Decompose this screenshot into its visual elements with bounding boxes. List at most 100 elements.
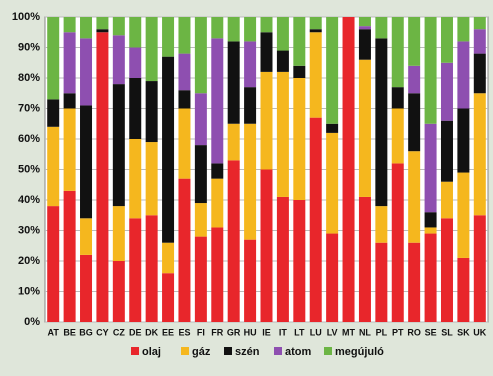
bar-segment — [211, 17, 224, 39]
y-tick-label: 80% — [18, 72, 40, 84]
bar-segment — [457, 257, 470, 322]
bar-segment — [244, 123, 257, 240]
bar-segment — [194, 236, 207, 322]
bar-segment — [47, 17, 60, 100]
legend-swatch — [131, 347, 139, 355]
bar-segment — [358, 26, 371, 30]
bar-segment — [162, 17, 175, 57]
legend-swatch — [274, 347, 282, 355]
y-tick-label: 60% — [18, 133, 40, 145]
x-tick-label: SK — [457, 327, 470, 337]
bar-segment — [244, 41, 257, 88]
bar-segment — [424, 227, 437, 234]
bar-segment — [309, 29, 322, 33]
bar-segment — [375, 17, 388, 39]
x-tick-label: SL — [441, 327, 453, 337]
bar-segment — [129, 139, 142, 219]
y-tick-label: 70% — [18, 102, 40, 114]
bar-segment — [440, 218, 453, 322]
bar-segment — [63, 108, 76, 191]
x-tick-label: BE — [63, 327, 76, 337]
bar-segment — [326, 233, 339, 322]
bar-segment — [178, 90, 191, 109]
bar-segment — [63, 17, 76, 33]
bar-segment — [424, 17, 437, 124]
legend-swatch — [324, 347, 332, 355]
x-tick-label: DK — [145, 327, 158, 337]
bar-segment — [80, 38, 93, 106]
bar-segment — [96, 32, 109, 322]
x-tick-label: PT — [392, 327, 404, 337]
bar-segment — [129, 218, 142, 322]
x-tick-label: AT — [48, 327, 60, 337]
x-tick-label: HU — [244, 327, 257, 337]
bar-segment — [211, 38, 224, 164]
bar-segment — [129, 17, 142, 48]
bar-segment — [211, 178, 224, 228]
y-tick-label: 20% — [18, 255, 40, 267]
bar-segment — [391, 108, 404, 164]
bar-segment — [178, 178, 191, 322]
bar-segment — [260, 71, 273, 170]
bar-segment — [260, 169, 273, 322]
bar-segment — [375, 242, 388, 322]
bar-segment — [457, 17, 470, 42]
bar-segment — [309, 32, 322, 118]
y-tick-label: 0% — [24, 316, 40, 328]
bar-segment — [309, 117, 322, 323]
bar-segment — [178, 108, 191, 179]
x-tick-label: RO — [407, 327, 421, 337]
bar-segment — [244, 87, 257, 124]
bar-segment — [326, 123, 339, 133]
bar-segment — [227, 160, 240, 322]
bar-segment — [424, 123, 437, 213]
bar-segment — [63, 32, 76, 94]
bar-segment — [244, 17, 257, 42]
bar-segment — [391, 163, 404, 322]
bar-segment — [47, 206, 60, 322]
bar-segment — [63, 190, 76, 322]
bar-segment — [358, 29, 371, 60]
x-tick-label: FI — [197, 327, 205, 337]
bar-segment — [473, 53, 486, 94]
bar-segment — [408, 242, 421, 322]
y-tick-label: 30% — [18, 224, 40, 236]
bar-segment — [457, 172, 470, 258]
y-tick-label: 10% — [18, 285, 40, 297]
bar-segment — [47, 99, 60, 127]
bar-segment — [276, 50, 289, 72]
bar-segment — [96, 17, 109, 30]
bar-segment — [162, 273, 175, 322]
legend-label: atom — [285, 346, 312, 358]
bar-segment — [293, 200, 306, 322]
bar-segment — [276, 71, 289, 197]
bar-segment — [178, 53, 191, 91]
bar-segment — [473, 93, 486, 216]
x-tick-label: SE — [425, 327, 437, 337]
bar-segment — [129, 47, 142, 78]
bar-segment — [293, 65, 306, 78]
bar-segment — [457, 108, 470, 173]
bar-segment — [473, 17, 486, 30]
bar-segment — [63, 93, 76, 109]
x-tick-label: LT — [294, 327, 305, 337]
bar-segment — [276, 196, 289, 322]
bar-segment — [457, 41, 470, 109]
bar-segment — [145, 17, 158, 82]
legend-label: olaj — [142, 346, 161, 358]
bar-segment — [227, 123, 240, 161]
bar-segment — [227, 41, 240, 124]
x-tick-label: PL — [376, 327, 388, 337]
bar-segment — [211, 227, 224, 322]
bar-segment — [391, 17, 404, 88]
x-tick-label: EE — [162, 327, 174, 337]
bar-segment — [194, 203, 207, 237]
x-tick-label: FR — [211, 327, 223, 337]
x-tick-label: MT — [342, 327, 355, 337]
legend-label: gáz — [192, 346, 211, 358]
y-tick-label: 100% — [12, 11, 40, 23]
x-tick-label: DE — [129, 327, 142, 337]
bar-segment — [473, 215, 486, 322]
x-tick-label: ES — [178, 327, 190, 337]
x-tick-label: IE — [262, 327, 271, 337]
